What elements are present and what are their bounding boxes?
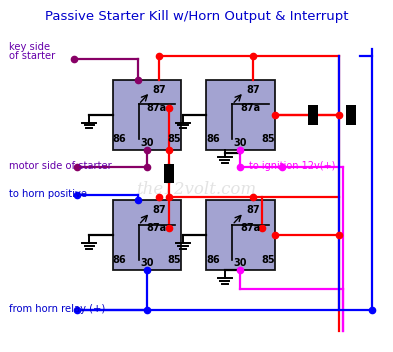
Bar xyxy=(163,164,174,183)
Text: 85: 85 xyxy=(261,134,275,144)
Text: 85: 85 xyxy=(167,134,181,144)
Bar xyxy=(113,80,181,150)
Text: to horn positive: to horn positive xyxy=(9,189,87,199)
Text: 30: 30 xyxy=(234,138,247,148)
Text: motor side of starter: motor side of starter xyxy=(9,161,112,171)
Text: key side: key side xyxy=(9,42,50,52)
Text: 87a: 87a xyxy=(240,103,260,113)
Text: 30: 30 xyxy=(234,258,247,268)
Text: 87: 87 xyxy=(246,205,259,215)
Text: 87: 87 xyxy=(246,85,259,95)
Text: 87a: 87a xyxy=(146,224,166,233)
Bar xyxy=(206,200,275,270)
Text: 87: 87 xyxy=(152,205,166,215)
Text: 85: 85 xyxy=(261,255,275,265)
Text: 30: 30 xyxy=(140,258,154,268)
Bar xyxy=(345,105,356,125)
Text: 30: 30 xyxy=(140,138,154,148)
Text: 85: 85 xyxy=(167,255,181,265)
Text: from horn relay (+): from horn relay (+) xyxy=(9,304,105,314)
Text: to ignition 12v(+): to ignition 12v(+) xyxy=(249,161,336,171)
Text: 86: 86 xyxy=(206,134,220,144)
Bar xyxy=(113,200,181,270)
Text: Passive Starter Kill w/Horn Output & Interrupt: Passive Starter Kill w/Horn Output & Int… xyxy=(45,10,348,23)
Text: 87a: 87a xyxy=(146,103,166,113)
Text: the12volt.com: the12volt.com xyxy=(136,182,257,199)
Text: 87a: 87a xyxy=(240,224,260,233)
Text: 86: 86 xyxy=(113,255,126,265)
Bar xyxy=(206,80,275,150)
Text: 87: 87 xyxy=(152,85,166,95)
Text: 86: 86 xyxy=(206,255,220,265)
Text: of starter: of starter xyxy=(9,51,55,61)
Bar xyxy=(308,105,318,125)
Text: 86: 86 xyxy=(113,134,126,144)
